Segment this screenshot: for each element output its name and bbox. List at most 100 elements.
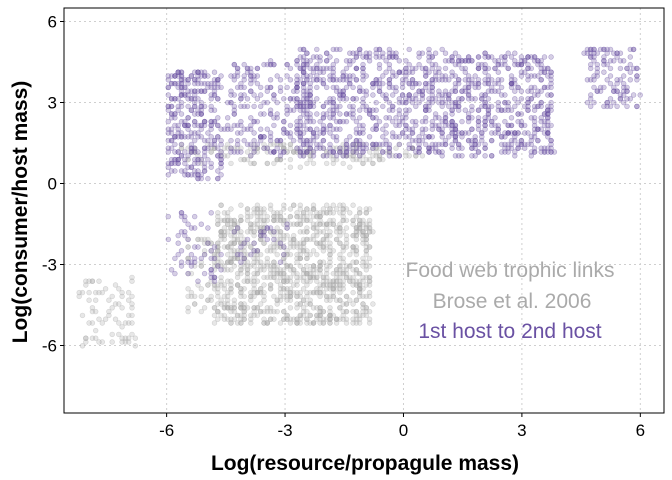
- data-point: [258, 308, 264, 315]
- data-point: [317, 267, 323, 273]
- data-point: [178, 248, 185, 254]
- data-point: [254, 289, 261, 296]
- data-point: [320, 282, 327, 288]
- data-point: [201, 103, 208, 110]
- data-point: [287, 251, 294, 258]
- data-point: [386, 50, 393, 56]
- data-point: [399, 118, 406, 125]
- data-point: [347, 210, 353, 216]
- data-point: [508, 115, 515, 121]
- data-point: [350, 73, 356, 79]
- data-point: [492, 58, 498, 64]
- data-point: [119, 293, 125, 300]
- data-point: [221, 305, 228, 311]
- data-point: [314, 210, 320, 216]
- data-point: [172, 255, 178, 262]
- data-point: [304, 270, 310, 277]
- data-point: [347, 164, 353, 170]
- data-point: [627, 54, 633, 60]
- data-point: [442, 50, 449, 56]
- data-point: [538, 77, 544, 83]
- data-point: [208, 210, 214, 216]
- data-point: [429, 61, 435, 68]
- data-point: [165, 137, 172, 144]
- data-point: [225, 229, 231, 235]
- data-point: [228, 137, 234, 144]
- data-point: [485, 73, 492, 79]
- data-point: [251, 282, 257, 288]
- data-point: [208, 248, 214, 254]
- data-point: [541, 149, 548, 155]
- data-point: [363, 232, 369, 239]
- data-point: [225, 244, 231, 250]
- data-point: [267, 248, 274, 254]
- data-point: [244, 270, 251, 277]
- data-point: [630, 46, 637, 53]
- data-point: [165, 92, 172, 98]
- data-point: [297, 202, 303, 208]
- data-point: [287, 320, 294, 326]
- data-point: [271, 267, 277, 273]
- data-point: [465, 111, 472, 117]
- data-point: [366, 54, 373, 60]
- data-point: [248, 289, 254, 296]
- data-point: [277, 229, 284, 235]
- data-point: [320, 259, 327, 265]
- data-point: [340, 255, 346, 262]
- data-point: [297, 122, 303, 129]
- data-point: [363, 312, 369, 319]
- data-point: [423, 73, 429, 79]
- data-point: [294, 320, 300, 326]
- data-point: [248, 221, 254, 227]
- data-point: [211, 286, 218, 292]
- data-point: [182, 149, 188, 155]
- data-point: [215, 240, 221, 246]
- data-point: [215, 244, 221, 250]
- data-point: [363, 267, 369, 273]
- data-point: [353, 259, 360, 265]
- data-point: [284, 312, 290, 319]
- data-point: [360, 240, 366, 246]
- data-point: [475, 107, 482, 113]
- data-point: [211, 320, 218, 326]
- data-point: [307, 278, 313, 284]
- data-point: [512, 58, 518, 64]
- data-point: [396, 141, 402, 148]
- data-point: [264, 248, 270, 254]
- data-point: [248, 153, 254, 159]
- data-point: [294, 210, 300, 216]
- data-point: [234, 84, 241, 91]
- data-point: [518, 73, 525, 79]
- data-point: [456, 58, 462, 64]
- data-point: [508, 80, 515, 87]
- data-point: [353, 251, 360, 258]
- data-point: [297, 115, 303, 121]
- data-point: [300, 96, 307, 102]
- data-point: [353, 282, 360, 288]
- data-point: [198, 175, 205, 182]
- data-point: [314, 312, 320, 319]
- data-point: [360, 274, 366, 281]
- data-point: [261, 217, 267, 224]
- data-point: [244, 213, 251, 220]
- data-point: [277, 282, 284, 288]
- data-point: [218, 251, 224, 258]
- data-point: [386, 61, 393, 68]
- data-point: [545, 130, 551, 136]
- data-point: [347, 251, 353, 258]
- data-point: [366, 134, 373, 140]
- data-point: [340, 270, 346, 277]
- data-point: [317, 141, 323, 148]
- data-point: [304, 255, 310, 262]
- data-point: [231, 236, 238, 243]
- data-point: [248, 141, 254, 148]
- data-point: [324, 160, 330, 167]
- data-point: [297, 149, 303, 155]
- data-point: [307, 274, 313, 281]
- data-point: [317, 289, 323, 296]
- data-point: [350, 232, 356, 239]
- data-point: [525, 88, 531, 94]
- data-point: [241, 248, 247, 254]
- data-point: [432, 69, 439, 75]
- data-point: [261, 308, 267, 315]
